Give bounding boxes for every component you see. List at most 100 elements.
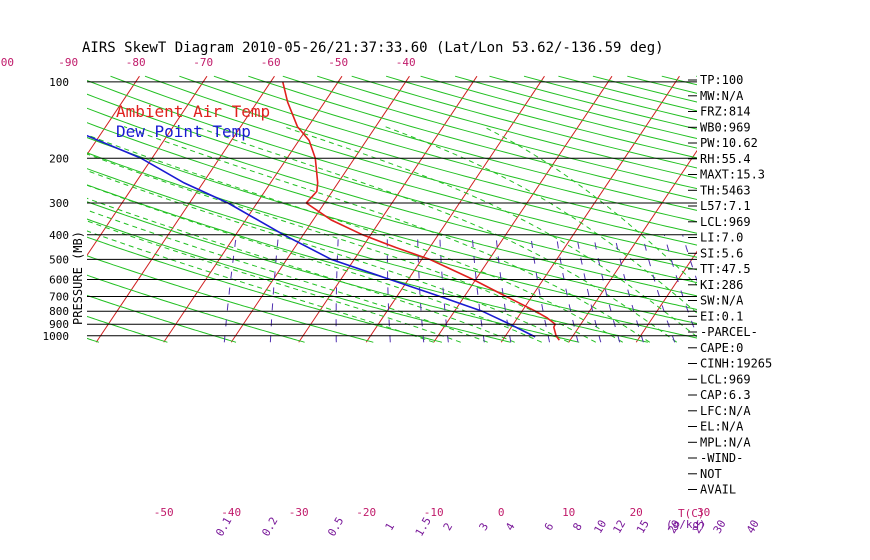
dry-adiabat-line [731, 76, 870, 342]
index-entry: LFC:N/A [700, 404, 751, 418]
index-entry: LI:7.0 [700, 231, 743, 245]
mixing-ratio-label: 0.5 [325, 515, 346, 539]
dry-adiabat-line [248, 75, 697, 200]
legend-ambient-air-temp: Ambient Air Temp [116, 102, 270, 121]
dry-adiabat-line [87, 122, 697, 297]
pressure-tick-label: 400 [49, 229, 69, 242]
mixing-ratio-label: 3 [477, 521, 492, 533]
mixing-ratio-label: 10 [591, 518, 609, 536]
index-entry: EL:N/A [700, 420, 744, 434]
pressure-tick-label: 700 [49, 291, 69, 304]
top-temp-tick-label: -90 [58, 56, 78, 69]
index-entry: TH:5463 [700, 183, 751, 197]
dry-adiabat-line [110, 75, 697, 246]
isotherm-line [568, 149, 697, 343]
moist-adiabat-line [483, 126, 697, 286]
mixing-ratio-unit: (g/kg) [666, 518, 706, 531]
index-entry: CINH:19265 [700, 357, 772, 371]
bottom-temp-tick-label: 30 [697, 506, 710, 519]
dry-adiabat-line [0, 76, 30, 342]
mixing-ratio-line [663, 234, 697, 338]
index-entry: -WIND- [700, 451, 743, 465]
index-entry: CAP:6.3 [700, 388, 751, 402]
dry-adiabat-line [523, 75, 697, 121]
isotherm-line [0, 76, 4, 342]
index-entry: LCL:969 [700, 215, 751, 229]
isobar-lines [87, 81, 697, 337]
isotherm-line [365, 75, 545, 343]
index-entry: RH:55.4 [700, 152, 751, 166]
dry-adiabat-line [87, 137, 697, 310]
index-entry: MW:N/A [700, 89, 744, 103]
mixing-ratio-line [471, 234, 485, 343]
index-entry: PW:10.62 [700, 136, 758, 150]
moist-adiabat-line [87, 153, 596, 343]
chart-title: AIRS SkewT Diagram 2010-05-26/21:37:33.6… [82, 40, 664, 56]
index-entry: TT:47.5 [700, 262, 751, 276]
top-temp-tick-label: -100 [0, 56, 14, 69]
bottom-temp-tick-label: -20 [356, 506, 376, 519]
mixing-ratio-label: 40 [744, 518, 762, 536]
x-axis-label: T(C) [678, 507, 705, 520]
mixing-ratio-line [576, 234, 602, 343]
mixing-ratio-label: 12 [610, 518, 628, 536]
isotherm-line [839, 76, 870, 342]
dry-adiabat-line [282, 75, 697, 190]
mixing-ratio-label: 20 [665, 518, 683, 536]
bottom-temp-tick-label: 0 [498, 506, 505, 519]
bottom-temp-tick-label: -30 [289, 506, 309, 519]
isotherm-line [95, 75, 275, 343]
mixing-ratio-line [417, 234, 425, 343]
moist-adiabat-line [87, 197, 515, 343]
sounding-series [87, 81, 560, 341]
moist-adiabat-line [87, 170, 569, 343]
mixing-ratio-label: 15 [634, 518, 652, 536]
ambient-air-temp-line [282, 81, 560, 341]
mixing-ratio-label: 8 [570, 521, 585, 533]
moist-adiabat-line [87, 220, 461, 343]
mixing-ratio-line [614, 234, 644, 343]
mixing-ratio-label: 0.2 [259, 515, 280, 539]
mixing-ratio-line [269, 234, 279, 343]
pressure-tick-label: 100 [49, 76, 69, 89]
pressure-tick-label: 600 [49, 274, 69, 287]
dry-adiabat-line [765, 76, 870, 342]
mixing-ratio-line [682, 234, 697, 283]
moist-adiabat-line [87, 134, 623, 343]
mixing-ratio-line [386, 234, 391, 343]
moist-adiabat-line [283, 126, 697, 338]
mixing-ratio-line [555, 234, 579, 343]
bottom-temp-tick-label: -40 [221, 506, 241, 519]
top-temp-tick-label: -80 [126, 56, 146, 69]
index-entry: CAPE:0 [700, 341, 743, 355]
index-entry: WB0:969 [700, 120, 751, 134]
legend-dew-point-temp: Dew Point Temp [116, 122, 251, 141]
pressure-tick-label: 500 [49, 253, 69, 266]
mixing-ratio-label: 1 [383, 521, 398, 533]
mixing-ratio-line [530, 234, 551, 343]
mixing-ratio-line [495, 234, 512, 343]
dry-adiabat-line [87, 201, 580, 343]
y-axis-label: PRESSURE (MB) [71, 231, 85, 325]
dry-adiabat-line [87, 93, 697, 271]
index-entry: EI:0.1 [700, 309, 743, 323]
isotherm-line [771, 76, 870, 342]
dry-adiabat-line [179, 75, 697, 223]
top-temp-tick-label: -50 [328, 56, 348, 69]
index-entry: MPL:N/A [700, 435, 751, 449]
pressure-tick-label: 900 [49, 318, 69, 331]
mixing-ratio-label: 30 [711, 518, 729, 536]
index-entry: SW:N/A [700, 294, 744, 308]
moist-adiabat-line [87, 230, 434, 343]
moist-adiabat-lines [87, 126, 697, 343]
mixing-ratio-line [223, 234, 237, 343]
mixing-ratio-label: 6 [542, 521, 557, 533]
index-entry: -PARCEL- [700, 325, 758, 339]
mixing-ratio-line [439, 234, 449, 343]
mixing-ratio-label: 2 [441, 521, 456, 533]
index-entry: AVAIL [700, 483, 736, 497]
mixing-ratio-label: 4 [503, 520, 518, 533]
